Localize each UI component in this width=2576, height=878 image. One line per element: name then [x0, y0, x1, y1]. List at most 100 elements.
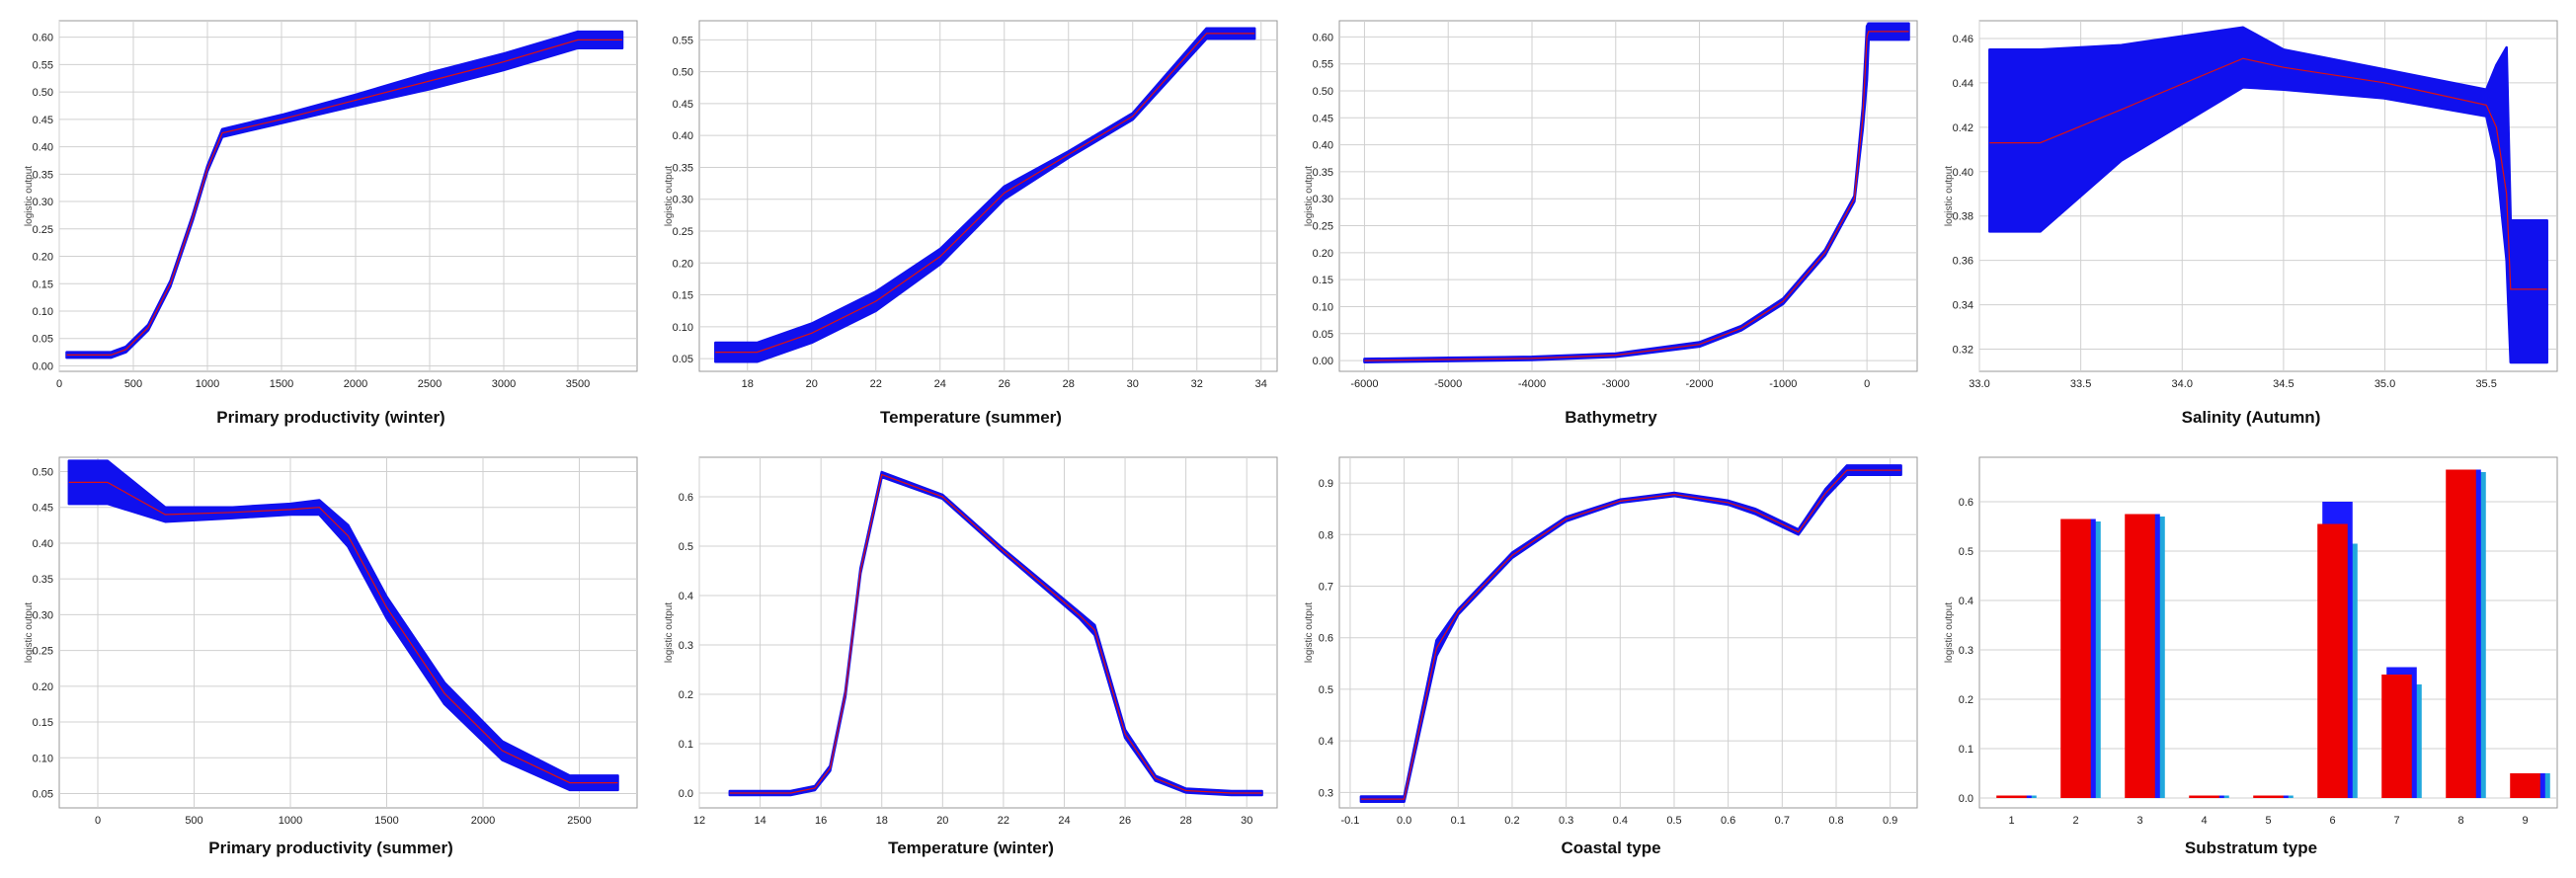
y-tick-label: 0.55: [673, 35, 693, 46]
y-tick-label: 0.40: [33, 142, 53, 154]
confidence-band: [1363, 22, 1910, 363]
y-tick-label: 0.50: [673, 67, 693, 79]
x-tick-label: 2000: [344, 378, 367, 390]
x-tick-label: 0.9: [1883, 815, 1897, 827]
y-tick-label: 0.20: [673, 258, 693, 270]
x-axis-label: Substratum type: [2184, 838, 2318, 857]
x-tick-label: 20: [936, 815, 948, 827]
y-tick-label: 0.1: [1959, 744, 1973, 756]
y-tick-label: 0.6: [679, 492, 693, 504]
x-tick-label: 24: [934, 378, 946, 390]
x-tick-label: 4: [2201, 815, 2207, 827]
y-tick-label: 0.32: [1953, 345, 1973, 357]
y-tick-label: 0.55: [1313, 59, 1333, 71]
y-tick-label: 0.25: [673, 226, 693, 238]
y-axis-label: logistic output: [1944, 166, 1955, 226]
x-axis-label: Primary productivity (summer): [208, 838, 453, 857]
x-tick-label: 0.2: [1504, 815, 1519, 827]
plot-frame: [58, 20, 638, 372]
y-tick-label: 0.50: [33, 466, 53, 478]
x-tick-label: 26: [999, 378, 1010, 390]
y-tick-label: 0.20: [33, 252, 53, 264]
x-tick-label: 22: [870, 378, 882, 390]
x-axis-label: Temperature (winter): [888, 838, 1054, 857]
x-tick-label: 3000: [492, 378, 516, 390]
x-tick-label: 0.8: [1828, 815, 1843, 827]
y-axis-label: logistic output: [24, 166, 35, 226]
chart-panel: 0.00 0.05 0.10 0.15 0.20 0.25 0.30 0.35 0.40 0.45…: [20, 15, 642, 439]
y-tick-label: 0.10: [33, 753, 53, 764]
y-tick-label: 0.9: [1319, 478, 1333, 490]
x-tick-label: 1000: [279, 815, 302, 827]
x-tick-label: 33.0: [1969, 378, 1989, 390]
x-tick-label: 22: [998, 815, 1009, 827]
mean-line: [729, 473, 1262, 794]
x-tick-label: 0.3: [1559, 815, 1573, 827]
x-tick-label: -2000: [1685, 378, 1713, 390]
chart-panel: 0.32 0.34 0.36 0.38 0.40 0.42 0.44 0.46 logistic…: [1940, 15, 2562, 439]
mean-line: [1364, 31, 1909, 361]
x-tick-label: 33.5: [2070, 378, 2091, 390]
y-tick-label: 0.30: [1313, 194, 1333, 205]
x-tick-label: 35.5: [2475, 378, 2496, 390]
bar-mean: [2253, 795, 2284, 798]
y-tick-label: 0.60: [1313, 32, 1333, 43]
y-axis-label: logistic output: [1304, 166, 1315, 226]
bar-mean: [1996, 795, 2027, 798]
y-tick-label: 0.8: [1319, 529, 1333, 541]
y-tick-label: 0.55: [33, 59, 53, 71]
x-tick-label: 30: [1241, 815, 1252, 827]
x-tick-label: -1000: [1769, 378, 1797, 390]
y-tick-label: 0.20: [1313, 248, 1333, 260]
y-tick-label: 0.50: [1313, 86, 1333, 98]
x-tick-label: 5: [2265, 815, 2271, 827]
y-tick-label: 0.42: [1953, 122, 1973, 134]
confidence-band: [1359, 464, 1902, 803]
plot-frame: [1338, 20, 1918, 372]
x-tick-label: 18: [876, 815, 888, 827]
x-tick-label: 0.1: [1451, 815, 1466, 827]
y-tick-label: 0.25: [1313, 221, 1333, 233]
y-tick-label: 0.25: [33, 646, 53, 658]
y-axis-label: logistic output: [1304, 602, 1315, 663]
chart-svg: 0.00 0.05 0.10 0.15 0.20 0.25 0.30 0.35 0.40 0.45…: [1304, 20, 1918, 390]
mean-line: [715, 33, 1255, 354]
x-axis-label: Salinity (Autumn): [2181, 408, 2321, 427]
y-tick-label: 0.6: [1959, 497, 1973, 509]
chart-svg: 0.05 0.10 0.15 0.20 0.25 0.30 0.35 0.40 0.45 0.50…: [24, 456, 638, 827]
y-tick-label: 0.45: [33, 115, 53, 126]
x-tick-label: 3500: [566, 378, 590, 390]
x-tick-label: 2500: [418, 378, 442, 390]
y-tick-label: 0.20: [33, 681, 53, 693]
x-tick-label: 3: [2136, 815, 2142, 827]
x-tick-label: 0: [95, 815, 101, 827]
bar-mean: [2381, 675, 2412, 798]
x-tick-label: 500: [185, 815, 202, 827]
y-tick-label: 0.5: [1319, 684, 1333, 696]
y-tick-label: 0.35: [673, 162, 693, 174]
x-tick-label: 8: [2457, 815, 2463, 827]
bar-mean: [2060, 519, 2091, 798]
x-tick-label: 24: [1058, 815, 1070, 827]
y-tick-label: 0.44: [1953, 78, 1973, 90]
y-tick-label: 0.38: [1953, 211, 1973, 223]
x-tick-label: 0.7: [1775, 815, 1790, 827]
x-tick-label: 2500: [567, 815, 591, 827]
chart-svg: 0.3 0.4 0.5 0.6 0.7 0.8 0.9 logistic output -0.1…: [1304, 456, 1918, 827]
y-tick-label: 0.30: [33, 609, 53, 621]
chart-panel: 0.05 0.10 0.15 0.20 0.25 0.30 0.35 0.40 0.45 0.50…: [20, 451, 642, 876]
y-tick-label: 0.5: [679, 541, 693, 553]
x-tick-label: 30: [1127, 378, 1139, 390]
chart-svg: 0.0 0.1 0.2 0.3 0.4 0.5 0.6 logistic output 1 2 3 4…: [1944, 456, 2558, 827]
x-tick-label: 26: [1119, 815, 1131, 827]
chart-svg: 0.32 0.34 0.36 0.38 0.40 0.42 0.44 0.46 logistic…: [1944, 20, 2558, 390]
x-tick-label: 2000: [471, 815, 495, 827]
chart-panel: 0.0 0.1 0.2 0.3 0.4 0.5 0.6 logistic output 1 2 3 4…: [1940, 451, 2562, 876]
x-tick-label: 1500: [374, 815, 398, 827]
y-tick-label: 0.10: [673, 322, 693, 334]
x-tick-label: 6: [2329, 815, 2335, 827]
x-tick-label: 32: [1191, 378, 1203, 390]
y-tick-label: 0.5: [1959, 546, 1973, 558]
x-tick-label: -6000: [1350, 378, 1378, 390]
x-axis-label: Temperature (summer): [880, 408, 1062, 427]
